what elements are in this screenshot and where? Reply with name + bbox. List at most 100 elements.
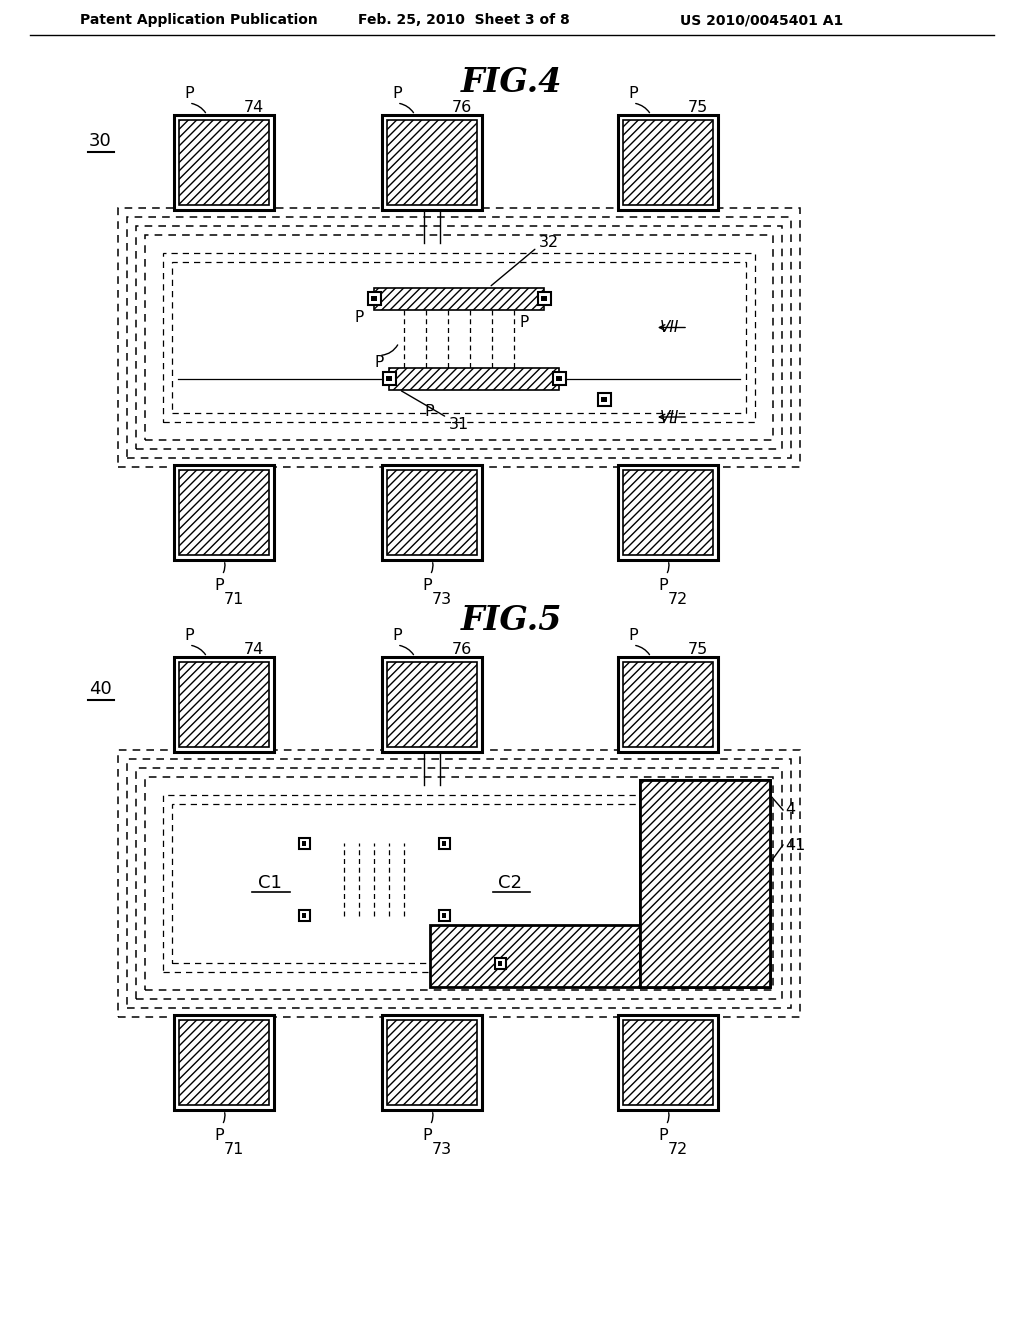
Bar	[368, 292, 381, 305]
Bar	[163, 795, 755, 972]
Bar	[640, 780, 770, 925]
Text: C1: C1	[258, 874, 282, 892]
Text: P: P	[519, 294, 528, 310]
Text: P: P	[184, 627, 194, 643]
Bar	[618, 1015, 718, 1110]
Bar	[553, 372, 565, 385]
Bar	[136, 226, 782, 449]
Text: P: P	[392, 86, 401, 100]
Text: 73: 73	[432, 1143, 453, 1158]
Bar	[302, 913, 306, 917]
Bar	[623, 470, 713, 554]
Text: P: P	[214, 578, 224, 593]
Text: 4: 4	[785, 803, 795, 817]
Text: VII: VII	[660, 319, 679, 335]
Bar	[145, 235, 773, 440]
Text: Patent Application Publication: Patent Application Publication	[80, 13, 317, 26]
Bar	[179, 470, 269, 554]
Bar	[441, 841, 446, 846]
Text: FIG.5: FIG.5	[461, 603, 563, 636]
Text: 74: 74	[244, 642, 264, 656]
Text: 71: 71	[224, 1143, 245, 1158]
Text: FIG.4: FIG.4	[461, 66, 563, 99]
Bar	[145, 777, 773, 990]
Bar	[374, 288, 544, 309]
Text: 75: 75	[688, 99, 709, 115]
Text: 40: 40	[89, 680, 112, 698]
Bar	[430, 925, 640, 987]
Text: 30: 30	[89, 132, 112, 150]
Bar	[623, 120, 713, 205]
Bar	[389, 367, 559, 389]
Bar	[382, 1015, 482, 1110]
Bar	[299, 909, 309, 921]
Text: 71: 71	[224, 593, 245, 607]
Bar	[174, 1015, 274, 1110]
Bar	[118, 750, 800, 1016]
Text: 72: 72	[668, 593, 688, 607]
Text: P: P	[628, 86, 638, 100]
Text: VII: VII	[660, 409, 679, 425]
Bar	[438, 909, 450, 921]
Bar	[601, 397, 606, 403]
Bar	[127, 216, 791, 458]
Bar	[623, 663, 713, 747]
Bar	[618, 657, 718, 752]
Text: P: P	[424, 404, 434, 418]
Bar	[382, 115, 482, 210]
Text: P: P	[422, 578, 432, 593]
Bar	[179, 120, 269, 205]
Bar	[174, 115, 274, 210]
Text: 32: 32	[539, 235, 559, 249]
Bar	[387, 1020, 477, 1105]
Text: P: P	[658, 1127, 668, 1143]
Text: 76: 76	[452, 99, 472, 115]
Bar	[174, 657, 274, 752]
Bar	[372, 296, 377, 301]
Bar	[299, 838, 309, 849]
Bar	[136, 768, 782, 999]
Bar	[538, 292, 551, 305]
Text: 31: 31	[449, 417, 469, 432]
Bar	[387, 120, 477, 205]
Text: Feb. 25, 2010  Sheet 3 of 8: Feb. 25, 2010 Sheet 3 of 8	[358, 13, 569, 26]
Bar	[382, 657, 482, 752]
Bar	[172, 804, 746, 964]
Text: P: P	[422, 1127, 432, 1143]
Text: P: P	[375, 355, 384, 370]
Bar	[618, 465, 718, 560]
Text: P: P	[214, 1127, 224, 1143]
Text: 75: 75	[688, 642, 709, 656]
Bar	[640, 780, 770, 987]
Bar	[597, 393, 610, 407]
Bar	[498, 961, 502, 966]
Text: P: P	[392, 627, 401, 643]
Bar	[163, 253, 755, 422]
Bar	[495, 958, 506, 969]
Bar	[387, 663, 477, 747]
Bar	[302, 841, 306, 846]
Bar	[172, 261, 746, 413]
Text: US 2010/0045401 A1: US 2010/0045401 A1	[680, 13, 843, 26]
Text: 73: 73	[432, 593, 453, 607]
Text: P: P	[519, 315, 528, 330]
Bar	[179, 663, 269, 747]
Text: P: P	[505, 974, 515, 989]
Text: P: P	[184, 86, 194, 100]
Text: P: P	[354, 310, 364, 325]
Bar	[118, 209, 800, 467]
Text: 72: 72	[668, 1143, 688, 1158]
Bar	[383, 372, 395, 385]
Text: C2: C2	[498, 874, 522, 892]
Bar	[438, 838, 450, 849]
Bar	[556, 376, 561, 381]
Bar	[386, 376, 391, 381]
Text: P: P	[628, 627, 638, 643]
Bar	[618, 115, 718, 210]
Bar	[382, 465, 482, 560]
Bar	[623, 1020, 713, 1105]
Bar	[441, 913, 446, 917]
Text: 41: 41	[785, 837, 805, 853]
Bar	[174, 465, 274, 560]
Bar	[640, 780, 770, 987]
